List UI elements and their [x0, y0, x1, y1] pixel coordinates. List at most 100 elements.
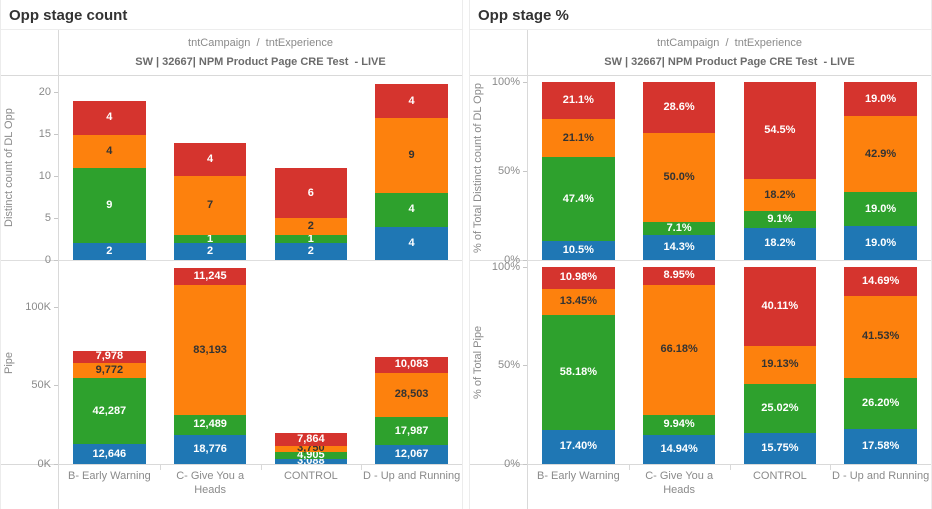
stacked-bar: 2 9 4 4: [73, 76, 146, 260]
bar-segment-red[interactable]: 8.95%: [642, 267, 716, 285]
bar-segment-orange[interactable]: 9,772: [73, 362, 146, 379]
bar-segment-blue[interactable]: 17.40%: [542, 429, 615, 464]
bar-segment-green[interactable]: 7.1%: [642, 221, 716, 235]
bar-value-label: 42.9%: [865, 147, 897, 160]
bar-segment-green[interactable]: 25.02%: [743, 383, 817, 433]
y-axis-tick-label: 20: [38, 86, 51, 99]
y-axis-tick-mark: [54, 92, 58, 94]
bar-segment-blue[interactable]: 18,776: [173, 434, 247, 464]
bar-segment-blue[interactable]: 2: [73, 243, 146, 260]
bar-segment-red[interactable]: 4: [73, 101, 146, 135]
bar-segment-green[interactable]: 9: [73, 168, 146, 244]
x-axis-separator: [361, 465, 363, 470]
x-axis-label[interactable]: C- Give You a Heads: [176, 470, 245, 497]
chart-pane-pipe-percent: 17.40% 58.18% 13.45% 10.98% 14.94% 9.94% 66.18…: [528, 261, 931, 465]
panel-title: Opp stage %: [470, 0, 931, 30]
bar-segment-blue[interactable]: 14.3%: [642, 234, 716, 260]
bar-segment-blue[interactable]: 10.5%: [542, 241, 615, 260]
y-axis-tick: 100%: [492, 261, 527, 273]
bar-segment-red[interactable]: 7,864: [274, 433, 348, 446]
bar-segment-red[interactable]: 21.1%: [542, 81, 615, 120]
bar-value-label: 7,864: [297, 433, 325, 446]
bar-segment-green[interactable]: 19.0%: [844, 192, 917, 227]
bar-segment-red[interactable]: 10.98%: [542, 267, 615, 289]
bar-segment-blue[interactable]: 4: [375, 226, 448, 260]
bar-segment-red[interactable]: 54.5%: [743, 82, 817, 180]
bar-segment-orange[interactable]: 42.9%: [844, 116, 917, 193]
bar-segment-red[interactable]: 40.11%: [743, 266, 817, 346]
bar-value-label: 18.2%: [764, 237, 796, 250]
x-axis-label[interactable]: C- Give You a Heads: [645, 470, 714, 497]
bar-segment-blue[interactable]: 2: [274, 243, 348, 260]
bar-segment-red[interactable]: 4: [173, 142, 247, 177]
bar-segment-orange[interactable]: 83,193: [173, 285, 247, 416]
x-axis-label[interactable]: CONTROL: [283, 470, 338, 482]
bar-segment-orange[interactable]: 18.2%: [743, 179, 817, 212]
bar-segment-orange[interactable]: 13.45%: [542, 288, 615, 316]
x-axis-label[interactable]: B- Early Warning: [68, 470, 151, 482]
bar-segment-orange[interactable]: 4: [73, 134, 146, 168]
bar-segment-blue[interactable]: 17.58%: [844, 429, 917, 464]
bar-segment-red[interactable]: 11,245: [173, 267, 247, 286]
bar-segment-blue[interactable]: 15.75%: [743, 432, 817, 464]
x-axis-labels: B- Early Warning C- Give You a Heads CONTR…: [528, 465, 931, 509]
x-axis-corner: [1, 465, 59, 509]
stacked-bar: 18,776 12,489 83,193 11,245: [173, 261, 247, 464]
bar-segment-red[interactable]: 4: [375, 84, 448, 118]
bar-segment-orange[interactable]: 66.18%: [642, 284, 716, 415]
bar-value-label: 50.0%: [663, 170, 695, 183]
bar-value-label: 4: [106, 144, 113, 157]
bar-segment-orange[interactable]: 41.53%: [844, 295, 917, 378]
bar-segment-green[interactable]: 9.1%: [743, 211, 817, 228]
bar-segment-orange[interactable]: 19.13%: [743, 346, 817, 384]
bar-segment-green[interactable]: 1: [274, 232, 348, 245]
bar-segment-blue[interactable]: 3,088: [274, 456, 348, 467]
bar-segment-red[interactable]: 6: [274, 168, 348, 219]
y-axis-tick: 50K: [31, 380, 58, 392]
bar-segment-blue[interactable]: 12,646: [73, 444, 146, 464]
bar-value-label: 1: [307, 232, 314, 245]
bar-segment-orange[interactable]: 28,503: [375, 372, 448, 418]
bar-segment-green[interactable]: 1: [173, 233, 247, 244]
x-axis-label[interactable]: D - Up and Running: [832, 470, 930, 482]
bar-segment-green[interactable]: 47.4%: [542, 156, 615, 242]
bar-segment-blue[interactable]: 18.2%: [743, 227, 817, 260]
bar-segment-orange[interactable]: 21.1%: [542, 119, 615, 157]
stacked-bar: 15.75% 25.02% 19.13% 40.11%: [743, 266, 817, 464]
bar-column: 2 9 4 4: [59, 76, 160, 260]
bar-segment-green[interactable]: 12,489: [173, 415, 247, 435]
bar-segment-blue[interactable]: 2: [173, 243, 247, 260]
x-axis-label[interactable]: CONTROL: [752, 470, 807, 482]
stacked-bar: 12,067 17,987 28,503 10,083: [375, 261, 448, 464]
x-axis-label[interactable]: B- Early Warning: [537, 470, 620, 482]
x-axis-corner: [470, 465, 528, 509]
bar-segment-red[interactable]: 10,083: [375, 356, 448, 373]
bar-segment-green[interactable]: 58.18%: [542, 315, 615, 430]
bar-segment-green[interactable]: 4: [375, 193, 448, 227]
bar-segment-orange[interactable]: 9: [375, 117, 448, 194]
bar-segment-green[interactable]: 4,905: [274, 449, 348, 460]
y-axis-tick-mark: [54, 307, 58, 309]
bar-segment-green[interactable]: 26.20%: [844, 377, 917, 430]
bar-segment-red[interactable]: 19.0%: [844, 82, 917, 116]
bar-segment-blue[interactable]: 14.94%: [642, 434, 716, 464]
bar-segment-green[interactable]: 9.94%: [642, 415, 716, 435]
bar-column: 12,646 42,287 9,772 7,978: [59, 261, 160, 464]
bar-segment-orange[interactable]: 50.0%: [642, 132, 716, 222]
bar-segment-orange[interactable]: 2: [274, 218, 348, 235]
x-axis-label[interactable]: D - Up and Running: [363, 470, 461, 482]
y-axis-tick: 15: [39, 129, 58, 141]
bar-segment-blue[interactable]: 19.0%: [844, 226, 917, 260]
bar-segment-red[interactable]: 28.6%: [642, 82, 716, 133]
bar-segment-green[interactable]: 17,987: [375, 417, 448, 446]
bar-segment-red[interactable]: 14.69%: [844, 267, 917, 296]
bar-segment-orange[interactable]: 3,750: [274, 443, 348, 454]
bar-segment-red[interactable]: 7,978: [73, 350, 146, 363]
bar-segment-orange[interactable]: 7: [173, 176, 247, 235]
bar-segment-green[interactable]: 42,287: [73, 378, 146, 445]
bar-segment-blue[interactable]: 12,067: [375, 445, 448, 464]
bar-column: 18.2% 9.1% 18.2% 54.5%: [730, 82, 831, 260]
y-axis-tick-label: 100K: [25, 301, 51, 314]
